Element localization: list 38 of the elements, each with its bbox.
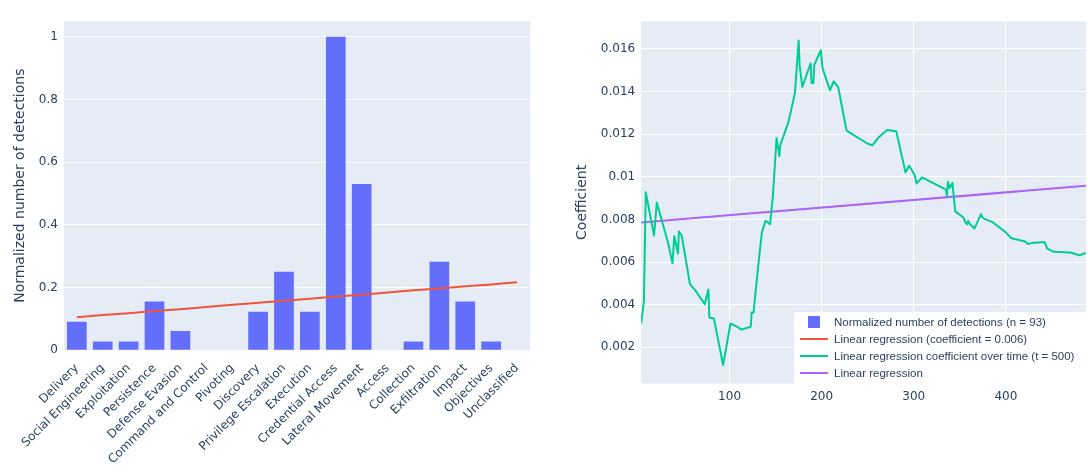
- y-tick-label: 0.016: [600, 41, 636, 56]
- bar: [92, 341, 113, 350]
- legend-label: Linear regression coefficient over time (t = 500): [834, 350, 1075, 363]
- y-tick-label: 0.4: [38, 216, 58, 231]
- y-tick-label: 0.002: [600, 339, 636, 354]
- bar: [170, 331, 191, 350]
- x-tick-label: 300: [902, 388, 926, 403]
- bar: [429, 261, 450, 350]
- y-tick-label: 0: [50, 342, 58, 357]
- bar: [118, 341, 139, 350]
- bar: [325, 36, 346, 350]
- y-tick-label: 1: [50, 28, 58, 43]
- bar: [248, 311, 268, 350]
- legend-label: Normalized number of detections (n = 93): [834, 316, 1046, 329]
- bar: [481, 341, 501, 350]
- x-tick-label: 200: [810, 388, 834, 403]
- bar: [66, 321, 87, 350]
- y-tick-label: 0.01: [608, 168, 636, 183]
- bar: [351, 184, 372, 350]
- y-tick-label: 0.6: [38, 154, 58, 169]
- bar: [274, 271, 294, 350]
- legend-label: Linear regression (coefficient = 0.006): [834, 333, 1028, 346]
- bar: [144, 301, 165, 350]
- y-tick-label: 0.008: [600, 211, 636, 226]
- legend-label: Linear regression: [834, 367, 923, 380]
- y-tick-label: 0.014: [600, 83, 636, 98]
- y-tick-label: 0.012: [600, 126, 636, 141]
- bar: [403, 341, 424, 350]
- y-tick-label: 0.8: [38, 91, 58, 106]
- y-tick-label: 0.004: [600, 296, 636, 311]
- y-axis-title: Coefficient: [573, 164, 590, 240]
- y-tick-label: 0.006: [600, 254, 636, 269]
- x-tick-label: 400: [994, 388, 1018, 403]
- bar: [455, 301, 476, 350]
- x-tick-label: 100: [718, 388, 742, 403]
- bar: [300, 311, 320, 350]
- y-axis-title: Normalized number of detections: [11, 68, 28, 303]
- y-tick-label: 0.2: [38, 279, 58, 294]
